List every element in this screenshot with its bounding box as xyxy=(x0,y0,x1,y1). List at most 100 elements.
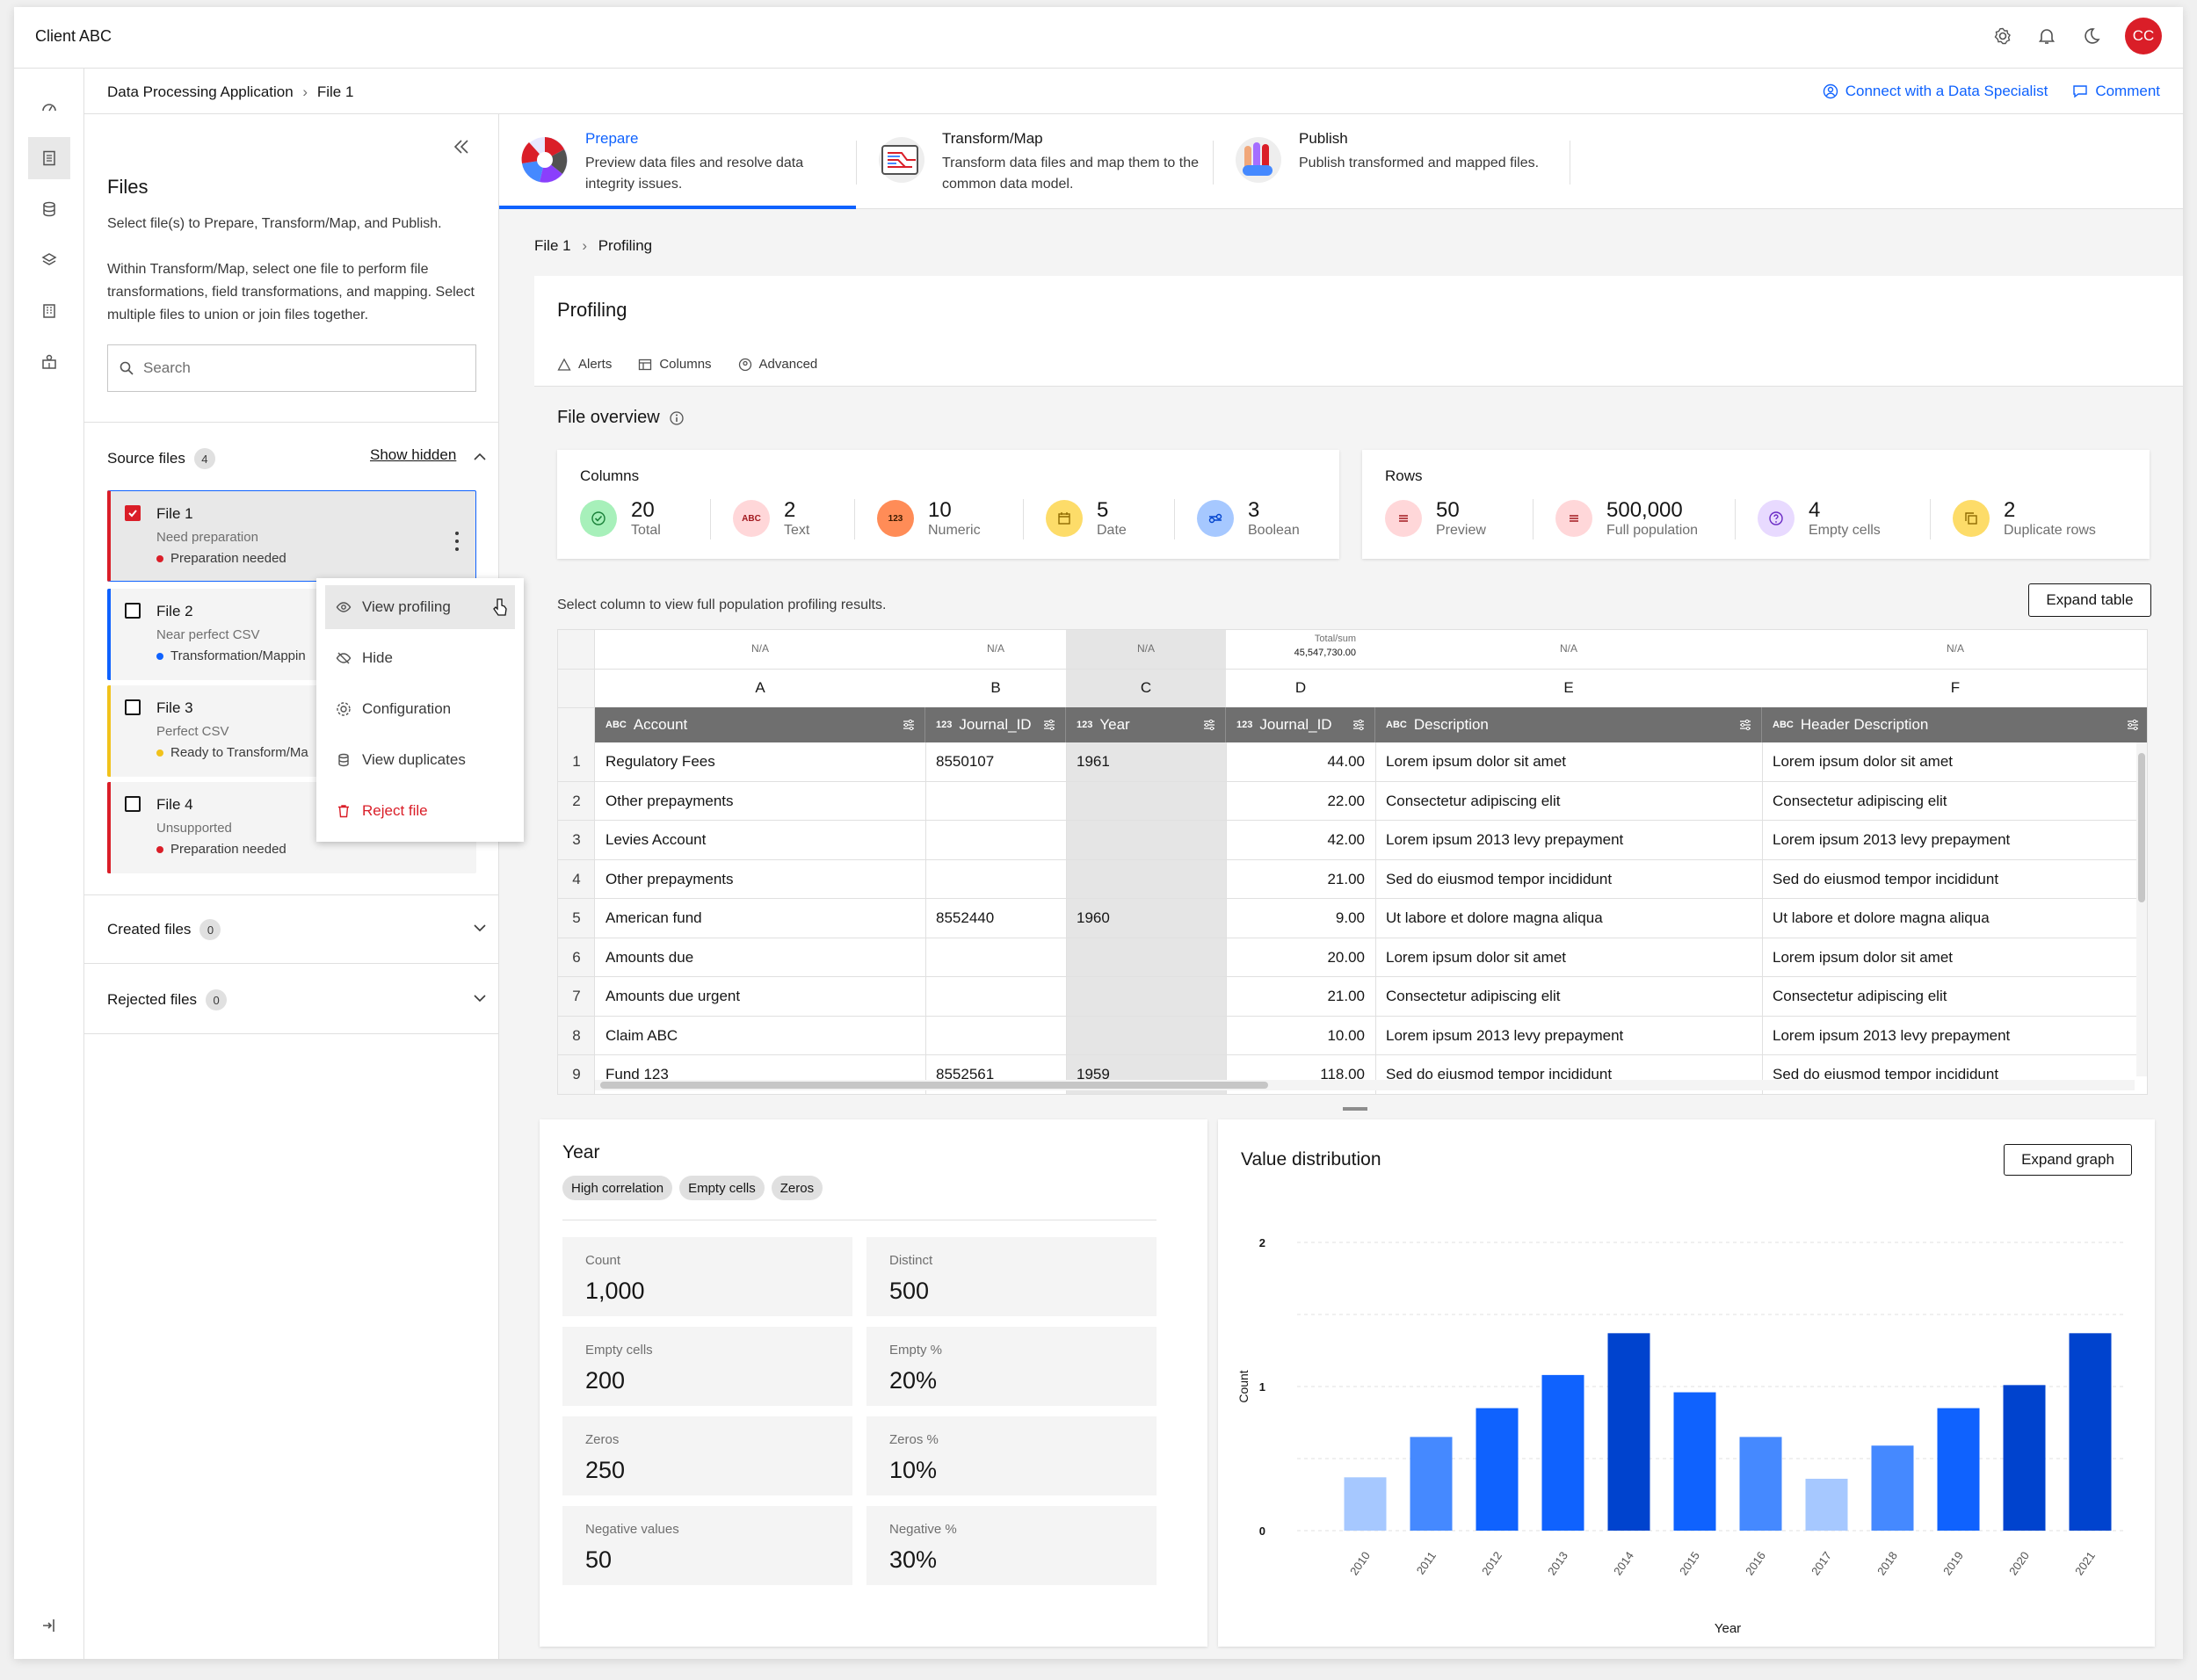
table-cell[interactable]: 8550107 xyxy=(936,753,995,770)
table-cell[interactable]: 20.00 xyxy=(1327,948,1365,966)
dashboard-icon[interactable] xyxy=(28,86,70,128)
table-cell[interactable]: American fund xyxy=(605,909,702,926)
table-cell[interactable]: Amounts due urgent xyxy=(605,988,741,1004)
column-letter[interactable]: F xyxy=(1950,679,1961,696)
notification-icon[interactable] xyxy=(2037,26,2056,46)
column-header-year[interactable]: 123 Year xyxy=(1066,707,1226,742)
column-letter[interactable]: D xyxy=(1294,679,1307,696)
scrollbar-thumb[interactable] xyxy=(600,1082,1268,1089)
table-cell[interactable]: Other prepayments xyxy=(605,870,734,887)
overflow-menu-icon[interactable] xyxy=(453,530,460,557)
table-cell[interactable]: Lorem ipsum dolor sit amet xyxy=(1773,948,1954,966)
table-cell[interactable]: Lorem ipsum 2013 levy prepayment xyxy=(1773,831,2011,848)
table-cell[interactable]: 1959 xyxy=(1077,1066,1110,1083)
table-cell[interactable]: 118.00 xyxy=(1320,1066,1365,1083)
user-avatar[interactable]: CC xyxy=(2125,18,2162,54)
comment-link[interactable]: Comment xyxy=(2072,83,2160,100)
table-cell[interactable]: Sed do eiusmod tempor incididunt xyxy=(1386,870,1613,887)
search-input[interactable]: Search xyxy=(107,344,476,392)
settings-icon[interactable] xyxy=(1993,26,2012,46)
info-icon[interactable] xyxy=(669,410,685,426)
subcrumb-file[interactable]: File 1 xyxy=(534,237,571,254)
breadcrumb-root[interactable]: Data Processing Application xyxy=(107,83,294,100)
table-cell[interactable]: Sed do eiusmod tempor incididunt xyxy=(1773,870,1999,887)
row-number[interactable]: 3 xyxy=(572,831,581,848)
table-cell[interactable]: Sed do eiusmod tempor incididunt xyxy=(1386,1066,1613,1083)
collapse-panel-icon[interactable] xyxy=(452,139,471,159)
table-cell[interactable]: Lorem ipsum dolor sit amet xyxy=(1773,753,1954,770)
column-letter[interactable]: A xyxy=(755,679,765,696)
filter-settings-icon[interactable] xyxy=(902,718,916,732)
step-transform-map[interactable]: Transform/Map Transform data files and m… xyxy=(856,114,1213,209)
menu-configuration[interactable]: Configuration xyxy=(325,687,515,731)
table-cell[interactable]: Consectetur adipiscing elit xyxy=(1773,792,1947,809)
table-cell[interactable]: Consectetur adipiscing elit xyxy=(1773,988,1947,1004)
table-cell[interactable]: 44.00 xyxy=(1327,753,1365,770)
filter-settings-icon[interactable] xyxy=(1202,718,1216,732)
tab-alerts[interactable]: Alerts xyxy=(557,357,612,372)
connect-specialist-link[interactable]: Connect with a Data Specialist xyxy=(1823,83,2048,100)
table-row[interactable]: 7 Amounts due urgent 21.00 Consectetur adip… xyxy=(558,977,2147,1017)
step-publish[interactable]: Publish Publish transformed and mapped f… xyxy=(1213,114,1570,209)
table-cell[interactable]: Consectetur adipiscing elit xyxy=(1386,792,1561,809)
filter-settings-icon[interactable] xyxy=(1042,718,1056,732)
table-row[interactable]: 5 American fund 8552440 1960 9.00 Ut labore e… xyxy=(558,899,2147,938)
table-cell[interactable]: Sed do eiusmod tempor incididunt xyxy=(1773,1066,1999,1083)
table-cell[interactable]: 21.00 xyxy=(1327,988,1365,1004)
table-cell[interactable]: Levies Account xyxy=(605,831,707,848)
row-number[interactable]: 5 xyxy=(572,909,581,926)
expand-graph-button[interactable]: Expand graph xyxy=(2004,1144,2132,1176)
row-number[interactable]: 4 xyxy=(572,870,581,887)
tab-columns[interactable]: Columns xyxy=(638,357,712,372)
table-cell[interactable]: 10.00 xyxy=(1327,1026,1365,1044)
resize-handle[interactable] xyxy=(1343,1107,1367,1111)
table-cell[interactable]: 1961 xyxy=(1077,753,1110,770)
source-files-header[interactable]: Source files 4 xyxy=(107,448,215,469)
table-cell[interactable]: Lorem ipsum 2013 levy prepayment xyxy=(1386,831,1624,848)
row-number[interactable]: 8 xyxy=(572,1026,581,1044)
file-3-checkbox[interactable] xyxy=(125,699,141,715)
table-cell[interactable]: Ut labore et dolore magna aliqua xyxy=(1386,909,1603,926)
table-cell[interactable]: 21.00 xyxy=(1327,870,1365,887)
column-letter[interactable]: C xyxy=(1140,679,1152,696)
expand-table-button[interactable]: Expand table xyxy=(2028,583,2151,617)
column-header-journal-id[interactable]: 123 Journal_ID xyxy=(925,707,1066,742)
table-cell[interactable]: 9.00 xyxy=(1335,909,1365,926)
files-icon[interactable] xyxy=(28,137,70,179)
table-cell[interactable]: Ut labore et dolore magna aliqua xyxy=(1773,909,1990,926)
column-header-journal-id-2[interactable]: 123 Journal_ID xyxy=(1226,707,1375,742)
table-row[interactable]: 2 Other prepayments 22.00 Consectetur adipi… xyxy=(558,782,2147,821)
file-card-1[interactable]: File 1 Need preparation Preparation need… xyxy=(107,490,476,582)
column-header-description[interactable]: ABC Description xyxy=(1375,707,1762,742)
table-cell[interactable]: Fund 123 xyxy=(605,1066,669,1083)
chevron-down-icon[interactable] xyxy=(471,919,489,941)
chevron-down-icon[interactable] xyxy=(471,989,489,1011)
column-header-header-description[interactable]: ABC Header Description xyxy=(1762,707,2147,742)
logout-icon[interactable] xyxy=(28,1604,70,1647)
rejected-files-header[interactable]: Rejected files 0 xyxy=(107,989,228,1010)
table-cell[interactable]: Other prepayments xyxy=(605,792,734,809)
horizontal-scrollbar[interactable] xyxy=(595,1080,2135,1090)
table-cell[interactable]: Lorem ipsum 2013 levy prepayment xyxy=(1773,1026,2011,1044)
step-prepare[interactable]: Prepare Preview data files and resolve d… xyxy=(499,114,856,209)
vertical-scrollbar[interactable] xyxy=(2136,742,2147,1076)
table-row[interactable]: 1 Regulatory Fees 8550107 1961 44.00 Lorem ip… xyxy=(558,742,2147,782)
column-letter[interactable]: B xyxy=(990,679,1001,696)
show-hidden-link[interactable]: Show hidden xyxy=(370,446,457,463)
table-cell[interactable]: 22.00 xyxy=(1327,792,1365,809)
row-number[interactable]: 2 xyxy=(572,792,581,809)
created-files-header[interactable]: Created files 0 xyxy=(107,919,221,940)
table-row[interactable]: 6 Amounts due 20.00 Lorem ipsum dolor sit a… xyxy=(558,938,2147,977)
tab-advanced[interactable]: Advanced xyxy=(738,357,817,372)
table-row[interactable]: 8 Claim ABC 10.00 Lorem ipsum 2013 levy pre… xyxy=(558,1017,2147,1055)
scrollbar-thumb[interactable] xyxy=(2138,753,2145,902)
menu-view-profiling[interactable]: View profiling xyxy=(325,585,515,629)
menu-view-duplicates[interactable]: View duplicates xyxy=(325,738,515,782)
file-4-checkbox[interactable] xyxy=(125,796,141,812)
menu-hide[interactable]: Hide xyxy=(325,636,515,680)
filter-settings-icon[interactable] xyxy=(1352,718,1366,732)
row-number[interactable]: 7 xyxy=(572,988,581,1004)
table-row[interactable]: 3 Levies Account 42.00 Lorem ipsum 2013 lev… xyxy=(558,821,2147,860)
database-icon[interactable] xyxy=(28,188,70,230)
table-cell[interactable]: 1960 xyxy=(1077,909,1110,926)
